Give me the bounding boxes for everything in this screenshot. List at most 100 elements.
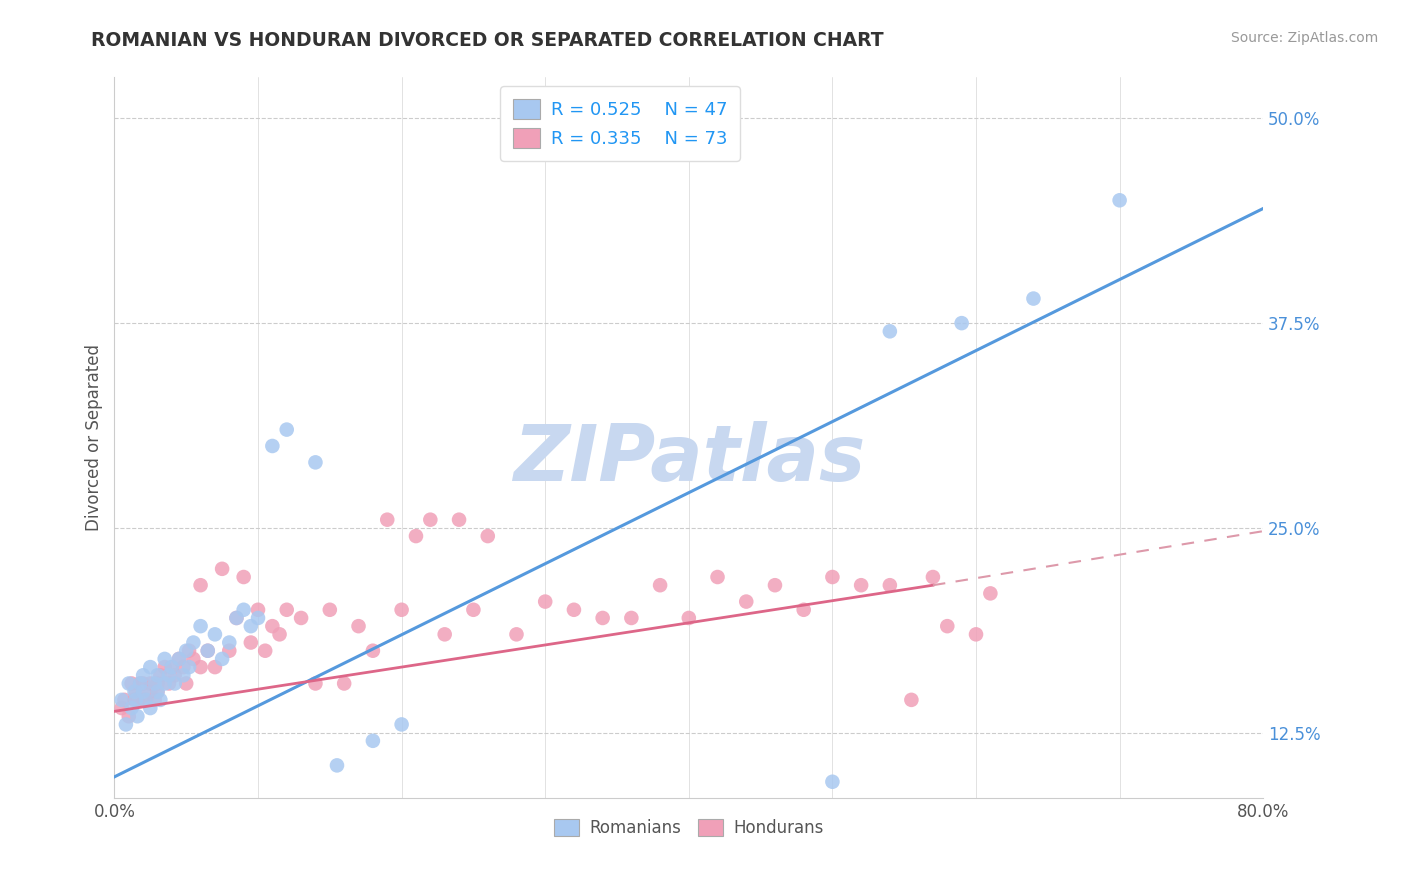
- Point: [167, 652, 190, 666]
- Point: [391, 717, 413, 731]
- Point: [127, 709, 149, 723]
- Point: [125, 684, 148, 698]
- Point: [849, 578, 872, 592]
- Point: [129, 676, 152, 690]
- Point: [211, 562, 233, 576]
- Point: [276, 603, 298, 617]
- Point: [197, 644, 219, 658]
- Point: [135, 693, 157, 707]
- Point: [143, 676, 166, 690]
- Point: [177, 644, 200, 658]
- Point: [132, 676, 155, 690]
- Point: [361, 734, 384, 748]
- Point: [190, 660, 212, 674]
- Point: [124, 684, 146, 698]
- Point: [183, 635, 205, 649]
- Point: [262, 439, 284, 453]
- Point: [290, 611, 312, 625]
- Point: [254, 644, 277, 658]
- Point: [149, 693, 172, 707]
- Point: [129, 676, 152, 690]
- Point: [110, 701, 132, 715]
- Point: [160, 660, 183, 674]
- Point: [463, 603, 485, 617]
- Point: [153, 660, 176, 674]
- Point: [153, 652, 176, 666]
- Point: [592, 611, 614, 625]
- Point: [965, 627, 987, 641]
- Point: [534, 594, 557, 608]
- Point: [326, 758, 349, 772]
- Point: [763, 578, 786, 592]
- Point: [879, 324, 901, 338]
- Point: [121, 701, 143, 715]
- Point: [110, 693, 132, 707]
- Point: [146, 676, 169, 690]
- Point: [157, 668, 180, 682]
- Text: ZIPatlas: ZIPatlas: [513, 421, 865, 498]
- Point: [879, 578, 901, 592]
- Point: [139, 701, 162, 715]
- Point: [1022, 292, 1045, 306]
- Point: [121, 676, 143, 690]
- Point: [157, 676, 180, 690]
- Point: [172, 668, 194, 682]
- Point: [218, 635, 240, 649]
- Point: [333, 676, 356, 690]
- Point: [190, 578, 212, 592]
- Point: [174, 644, 197, 658]
- Point: [174, 676, 197, 690]
- Point: [269, 627, 291, 641]
- Point: [211, 652, 233, 666]
- Point: [146, 668, 169, 682]
- Point: [347, 619, 370, 633]
- Point: [115, 717, 138, 731]
- Point: [146, 684, 169, 698]
- Point: [979, 586, 1001, 600]
- Point: [163, 668, 186, 682]
- Point: [821, 570, 844, 584]
- Point: [1108, 194, 1130, 208]
- Point: [160, 660, 183, 674]
- Text: ROMANIAN VS HONDURAN DIVORCED OR SEPARATED CORRELATION CHART: ROMANIAN VS HONDURAN DIVORCED OR SEPARAT…: [91, 31, 884, 50]
- Point: [135, 693, 157, 707]
- Point: [218, 644, 240, 658]
- Point: [936, 619, 959, 633]
- Point: [950, 316, 973, 330]
- Point: [706, 570, 728, 584]
- Point: [132, 693, 155, 707]
- Point: [125, 693, 148, 707]
- Point: [620, 611, 643, 625]
- Point: [505, 627, 527, 641]
- Point: [132, 684, 155, 698]
- Point: [127, 693, 149, 707]
- Point: [132, 668, 155, 682]
- Legend: Romanians, Hondurans: Romanians, Hondurans: [548, 813, 830, 844]
- Point: [900, 693, 922, 707]
- Point: [678, 611, 700, 625]
- Point: [139, 660, 162, 674]
- Point: [143, 693, 166, 707]
- Point: [304, 455, 326, 469]
- Point: [375, 513, 398, 527]
- Point: [391, 603, 413, 617]
- Point: [247, 611, 270, 625]
- Point: [262, 619, 284, 633]
- Point: [821, 774, 844, 789]
- Point: [648, 578, 671, 592]
- Point: [276, 423, 298, 437]
- Point: [247, 603, 270, 617]
- Point: [433, 627, 456, 641]
- Point: [177, 660, 200, 674]
- Point: [319, 603, 342, 617]
- Point: [793, 603, 815, 617]
- Point: [118, 676, 141, 690]
- Point: [562, 603, 585, 617]
- Point: [163, 676, 186, 690]
- Point: [232, 570, 254, 584]
- Point: [197, 644, 219, 658]
- Point: [139, 676, 162, 690]
- Text: Source: ZipAtlas.com: Source: ZipAtlas.com: [1230, 31, 1378, 45]
- Point: [190, 619, 212, 633]
- Point: [204, 627, 226, 641]
